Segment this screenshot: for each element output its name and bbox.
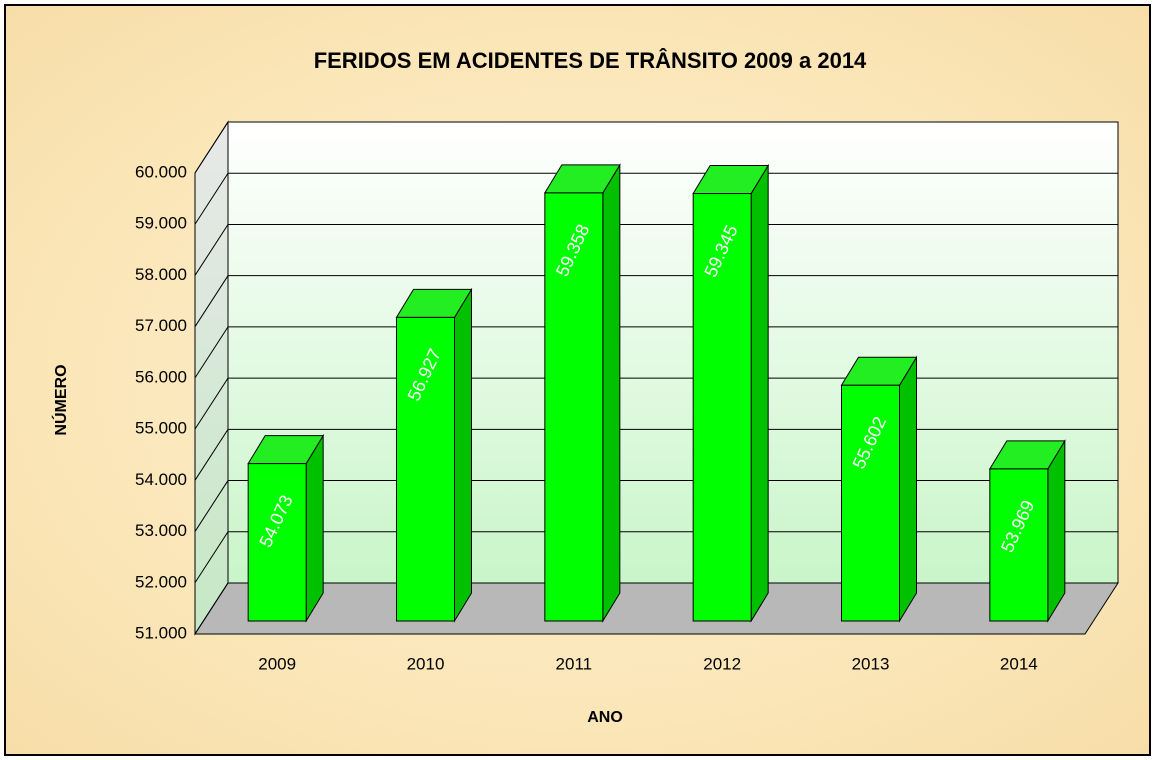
bar: [692, 163, 770, 623]
grid-line: [194, 326, 1118, 379]
x-tick-label: 2014: [1000, 654, 1038, 673]
y-tick-label: 57.000: [135, 316, 187, 335]
bar-side: [454, 287, 472, 623]
floor: [194, 582, 1119, 635]
bar: [395, 287, 473, 623]
y-axis-label: NÚMERO: [51, 364, 70, 435]
bar-front: [692, 193, 752, 622]
x-tick-label: 2009: [258, 654, 296, 673]
bar-front: [247, 463, 307, 622]
grid: [194, 121, 1118, 635]
bar-front: [396, 316, 455, 622]
bar: [543, 163, 621, 623]
bar-front: [841, 384, 900, 622]
bar-front: [989, 468, 1049, 622]
bar-side: [750, 163, 769, 623]
chart-title: FERIDOS EM ACIDENTES DE TRÂNSITO 2009 a …: [314, 48, 867, 73]
x-tick-label: 2010: [407, 654, 445, 673]
y-tick-label: 58.000: [135, 265, 187, 284]
bar-side: [1047, 439, 1066, 623]
y-tick-label: 60.000: [135, 162, 187, 181]
x-tick-label: 2012: [703, 654, 741, 673]
grid-line: [194, 582, 1118, 635]
bar: [247, 433, 325, 623]
bar-side: [899, 355, 917, 623]
x-tick-label: 2013: [852, 654, 890, 673]
x-axis-label: ANO: [587, 709, 623, 726]
grid-line: [194, 531, 1118, 584]
bar-side: [305, 433, 324, 623]
y-tick-label: 52.000: [135, 572, 187, 591]
grid-line: [194, 172, 1118, 225]
y-tick-label: 59.000: [135, 214, 187, 233]
bar-side: [602, 163, 621, 623]
x-tick-label: 2011: [556, 654, 593, 673]
y-tick-label: 53.000: [135, 521, 187, 540]
bar-front: [544, 192, 604, 622]
y-tick-label: 55.000: [135, 419, 187, 438]
grid-line: [194, 223, 1118, 276]
bar: [840, 355, 918, 623]
grid-line: [194, 121, 1118, 174]
y-tick-label: 51.000: [135, 623, 187, 642]
grid-line: [194, 480, 1118, 532]
grid-line: [194, 428, 1118, 481]
grid-line: [194, 275, 1118, 327]
bar: [988, 439, 1066, 623]
back-wall: [227, 121, 1119, 584]
y-tick-label: 54.000: [135, 470, 187, 489]
y-tick-label: 56.000: [135, 367, 187, 386]
grid-line: [194, 377, 1118, 430]
